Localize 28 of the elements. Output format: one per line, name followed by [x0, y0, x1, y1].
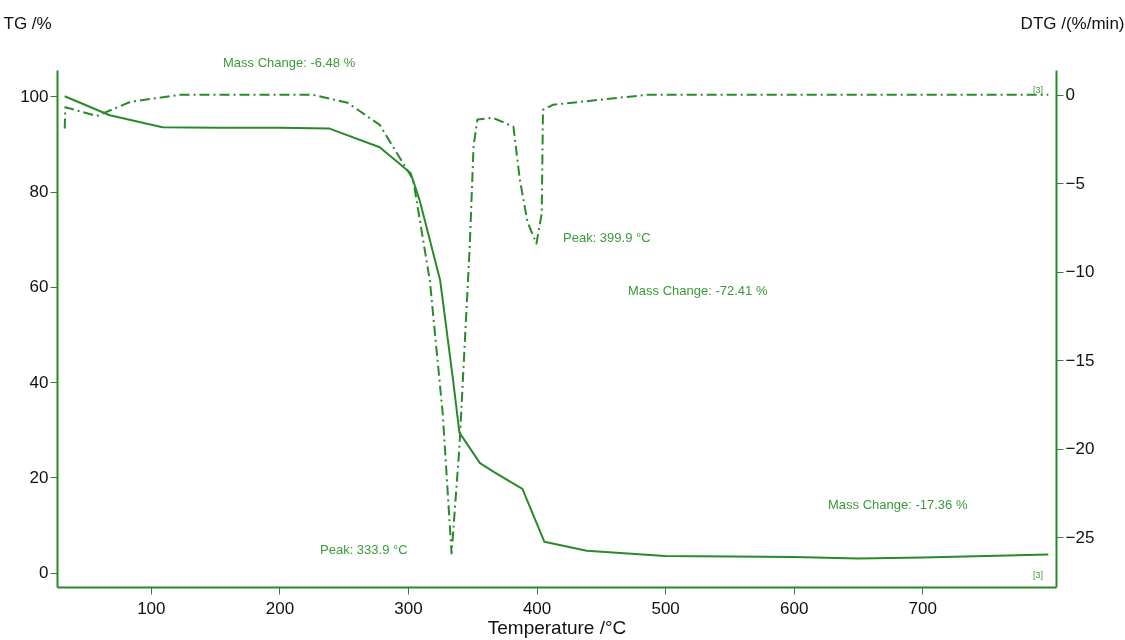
y2-tick-label: −25 — [1065, 527, 1095, 547]
y-axis-title: TG /% — [3, 13, 52, 33]
annotation: Mass Change: -72.41 % — [628, 283, 768, 298]
x-tick-label: 600 — [780, 598, 809, 618]
y2-tick-label: −10 — [1065, 262, 1095, 282]
x-tick-label: 700 — [908, 598, 937, 618]
x-tick-label: 400 — [522, 598, 552, 618]
annotation: Mass Change: -17.36 % — [828, 497, 968, 512]
x-tick-label: 100 — [137, 598, 166, 618]
text: Mass Change: -6.48 % — [223, 55, 356, 70]
y2-tick-label: −5 — [1065, 173, 1085, 193]
y2-axis-title: DTG /(%/min) — [1020, 13, 1125, 33]
y-tick-label: 20 — [29, 467, 49, 487]
y-tick-label: 100 — [20, 86, 49, 106]
y-tick-label: 0 — [39, 563, 49, 583]
y2-tick-label: −20 — [1065, 439, 1095, 459]
y-tick-label: 60 — [29, 277, 49, 297]
annotation: [3] — [1033, 570, 1044, 580]
y-tick-label: 80 — [29, 182, 49, 202]
x-axis-title: Temperature /°C — [487, 616, 627, 638]
y2-tick-label: −15 — [1065, 350, 1095, 370]
y2-tick-label: 0 — [1065, 85, 1075, 105]
x-tick-label: 200 — [265, 598, 295, 618]
x-tick-label: 300 — [394, 598, 423, 618]
annotation: Peak: 399.9 °C — [563, 230, 651, 245]
y-tick-label: 40 — [29, 372, 49, 392]
x-tick-label: 500 — [651, 598, 680, 618]
annotation: Peak: 333.9 °C — [320, 542, 408, 557]
